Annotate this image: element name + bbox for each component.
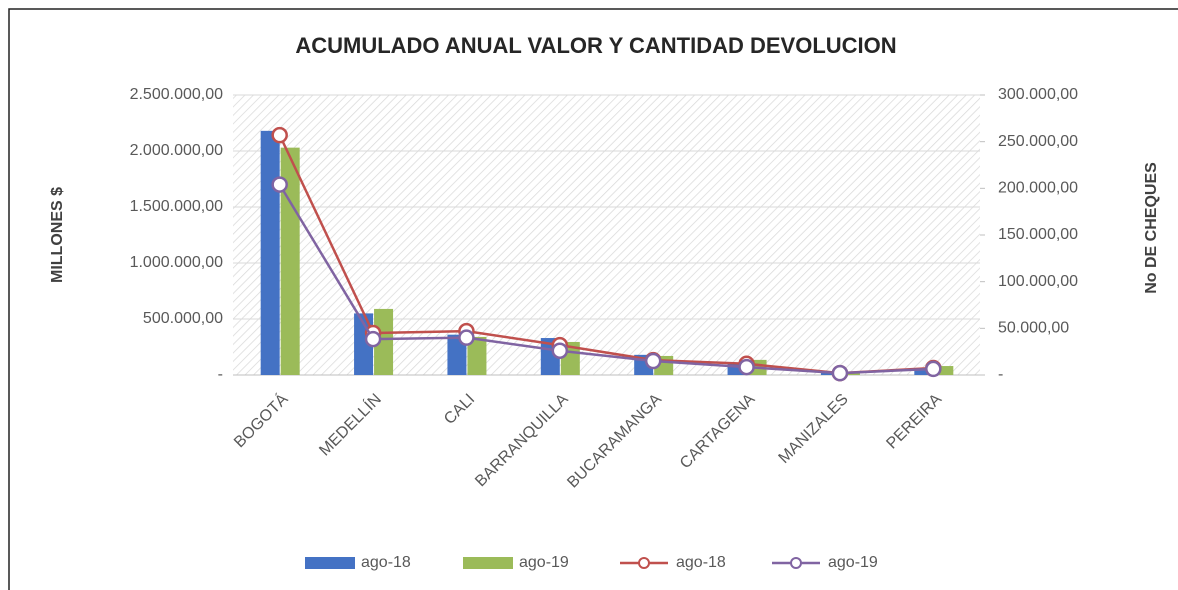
y-tick-label: 2.500.000,00 <box>130 86 224 103</box>
x-tick-label: BARRANQUILLA <box>472 391 572 491</box>
line-marker <box>831 364 849 382</box>
legend-label: ago-19 <box>828 554 878 571</box>
y-tick-label: - <box>218 366 223 383</box>
bar <box>447 334 467 375</box>
x-tick-label: MEDELLÍN <box>315 389 385 459</box>
x-tick-label: PEREIRA <box>883 391 945 453</box>
chart-title: ACUMULADO ANUAL VALOR Y CANTIDAD DEVOLUC… <box>295 33 896 58</box>
y2-tick-label: 300.000,00 <box>998 86 1078 103</box>
x-tick-label: BUCARAMANGA <box>564 391 665 492</box>
x-tick-label: CARTAGENA <box>677 391 759 473</box>
y-tick-label: 2.000.000,00 <box>130 142 224 159</box>
frame <box>8 8 1178 590</box>
legend-label: ago-19 <box>519 554 569 571</box>
line-marker <box>738 358 755 376</box>
line-marker <box>271 176 288 193</box>
bar <box>934 366 954 375</box>
y2-tick-label: 150.000,00 <box>998 226 1078 243</box>
bar <box>280 147 300 375</box>
line-marker <box>644 352 662 370</box>
legend-swatch <box>305 557 355 569</box>
legend-swatch <box>463 557 513 569</box>
x-tick-label: MANIZALES <box>776 391 852 467</box>
bar <box>374 308 394 375</box>
y2-tick-label: 50.000,00 <box>998 320 1069 337</box>
line-marker <box>271 126 288 144</box>
y2-tick-label: 200.000,00 <box>998 180 1078 197</box>
y-axis-title: MILLONES $ <box>49 187 66 283</box>
y-tick-label: 1.000.000,00 <box>130 254 224 271</box>
y2-axis-title: No DE CHEQUES <box>1143 162 1160 294</box>
line <box>278 183 934 375</box>
x-tick-label: BOGOTÁ <box>230 389 292 451</box>
line-marker <box>458 329 475 346</box>
x-tick-label: CALI <box>441 391 478 428</box>
line-marker <box>364 330 382 348</box>
legend-label: ago-18 <box>361 554 411 571</box>
bar <box>260 130 280 375</box>
line-marker <box>551 342 569 359</box>
bar <box>914 370 934 375</box>
bar <box>467 336 487 375</box>
y2-tick-label: 100.000,00 <box>998 273 1078 290</box>
y2-tick-label: - <box>998 366 1003 383</box>
y-tick-label: 1.500.000,00 <box>130 198 224 215</box>
legend-label: ago-18 <box>676 554 726 571</box>
line-marker <box>925 360 942 378</box>
y-tick-label: 500.000,00 <box>143 310 223 327</box>
y2-tick-label: 250.000,00 <box>998 133 1078 150</box>
plot-area <box>233 95 980 375</box>
legend-marker <box>790 557 802 569</box>
legend-marker <box>638 557 650 569</box>
